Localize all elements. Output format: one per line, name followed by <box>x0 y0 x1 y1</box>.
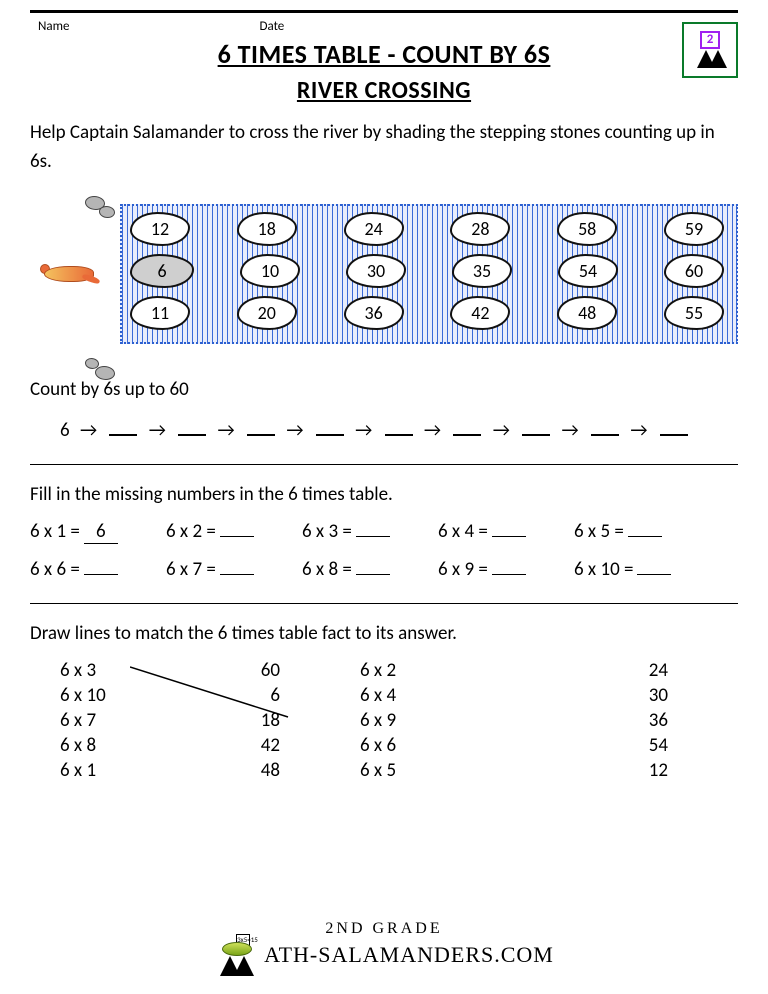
footer-grade: 2ND GRADE <box>0 920 768 938</box>
divider <box>30 603 738 604</box>
times-cell[interactable]: 6 x 4 = <box>438 520 574 544</box>
match-item[interactable]: 48 <box>180 759 280 782</box>
stepping-stone[interactable]: 10 <box>240 254 300 288</box>
match-heading: Draw lines to match the 6 times table fa… <box>30 622 738 645</box>
river-crossing-puzzle: 12 18 24 28 58 59 6 10 30 35 54 60 11 20 36 42 48 55 <box>30 190 738 360</box>
stepping-stone[interactable]: 35 <box>452 254 512 288</box>
name-label: Name <box>38 19 69 34</box>
match-item[interactable]: 6 x 1 <box>60 759 180 782</box>
header-bar: Name Date <box>30 10 738 34</box>
match-col-left-questions: 6 x 36 x 106 x 76 x 86 x 1 <box>30 659 180 782</box>
stepping-stone[interactable]: 12 <box>130 212 190 246</box>
salamander-icon <box>36 262 96 288</box>
match-item[interactable]: 6 x 7 <box>60 709 180 732</box>
times-cell[interactable]: 6 x 7 = <box>166 558 302 581</box>
divider <box>30 464 738 465</box>
stepping-stone[interactable]: 30 <box>346 254 406 288</box>
match-item[interactable]: 6 x 2 <box>360 659 500 682</box>
stepping-stone[interactable]: 48 <box>557 296 617 330</box>
match-item[interactable]: 6 x 4 <box>360 684 500 707</box>
stepping-stone[interactable]: 36 <box>344 296 404 330</box>
match-item[interactable]: 36 <box>500 709 668 732</box>
footer-logo-icon: 3x5=15 <box>214 938 260 978</box>
times-cell[interactable]: 6 x 1 =6 <box>30 520 166 544</box>
match-item[interactable]: 42 <box>180 734 280 757</box>
footer-site: ATH-SALAMANDERS.COM <box>264 942 554 967</box>
stepping-stone[interactable]: 6 <box>130 254 194 288</box>
count-heading: Count by 6s up to 60 <box>30 378 738 401</box>
match-item[interactable]: 6 x 5 <box>360 759 500 782</box>
date-label: Date <box>259 19 284 34</box>
stepping-stones-grid: 12 18 24 28 58 59 6 10 30 35 54 60 11 20 36 42 48 55 <box>130 212 728 338</box>
match-item[interactable]: 12 <box>500 759 668 782</box>
stepping-stone[interactable]: 42 <box>450 296 510 330</box>
footer: 2ND GRADE 3x5=15 ATH-SALAMANDERS.COM <box>0 920 768 978</box>
match-item[interactable]: 6 x 10 <box>60 684 180 707</box>
match-item[interactable]: 6 x 8 <box>60 734 180 757</box>
times-cell[interactable]: 6 x 6 = <box>30 558 166 581</box>
match-item[interactable]: 24 <box>500 659 668 682</box>
match-item[interactable]: 60 <box>180 659 280 682</box>
match-item[interactable]: 6 x 6 <box>360 734 500 757</box>
intro-text: Help Captain Salamander to cross the riv… <box>30 119 738 176</box>
match-item[interactable]: 6 x 3 <box>60 659 180 682</box>
logo-number: 2 <box>700 31 720 49</box>
stepping-stone[interactable]: 54 <box>558 254 618 288</box>
match-col-right-questions: 6 x 26 x 46 x 96 x 66 x 5 <box>320 659 500 782</box>
matching-exercise[interactable]: 6 x 36 x 106 x 76 x 86 x 1 606184248 6 x… <box>30 659 738 782</box>
times-cell[interactable]: 6 x 3 = <box>302 520 438 544</box>
stepping-stone[interactable]: 20 <box>237 296 297 330</box>
match-item[interactable]: 6 x 9 <box>360 709 500 732</box>
stepping-stone[interactable]: 28 <box>450 212 510 246</box>
times-cell[interactable]: 6 x 9 = <box>438 558 574 581</box>
stepping-stone[interactable]: 18 <box>237 212 297 246</box>
page-subtitle: RIVER CROSSING <box>30 76 738 105</box>
stepping-stone[interactable]: 60 <box>664 254 724 288</box>
times-table-fill[interactable]: 6 x 1 =66 x 2 =6 x 3 =6 x 4 =6 x 5 =6 x … <box>30 520 738 581</box>
match-col-right-answers: 2430365412 <box>500 659 738 782</box>
match-item[interactable]: 30 <box>500 684 668 707</box>
times-cell[interactable]: 6 x 2 = <box>166 520 302 544</box>
count-sequence[interactable]: 6 → → → → → → → → → <box>60 419 738 442</box>
times-cell[interactable]: 6 x 5 = <box>574 520 710 544</box>
stepping-stone[interactable]: 55 <box>664 296 724 330</box>
match-item[interactable]: 18 <box>180 709 280 732</box>
stepping-stone[interactable]: 11 <box>130 296 190 330</box>
match-col-left-answers: 606184248 <box>180 659 320 782</box>
stepping-stone[interactable]: 24 <box>344 212 404 246</box>
stepping-stone[interactable]: 59 <box>664 212 724 246</box>
logo-mountains-icon <box>689 50 731 70</box>
stepping-stone[interactable]: 58 <box>557 212 617 246</box>
match-item[interactable]: 54 <box>500 734 668 757</box>
brand-logo: 2 <box>682 22 738 78</box>
fill-heading: Fill in the missing numbers in the 6 tim… <box>30 483 738 506</box>
times-cell[interactable]: 6 x 8 = <box>302 558 438 581</box>
times-cell[interactable]: 6 x 10 = <box>574 558 710 581</box>
page-title: 6 TIMES TABLE - COUNT BY 6S <box>30 38 738 70</box>
match-item[interactable]: 6 <box>180 684 280 707</box>
